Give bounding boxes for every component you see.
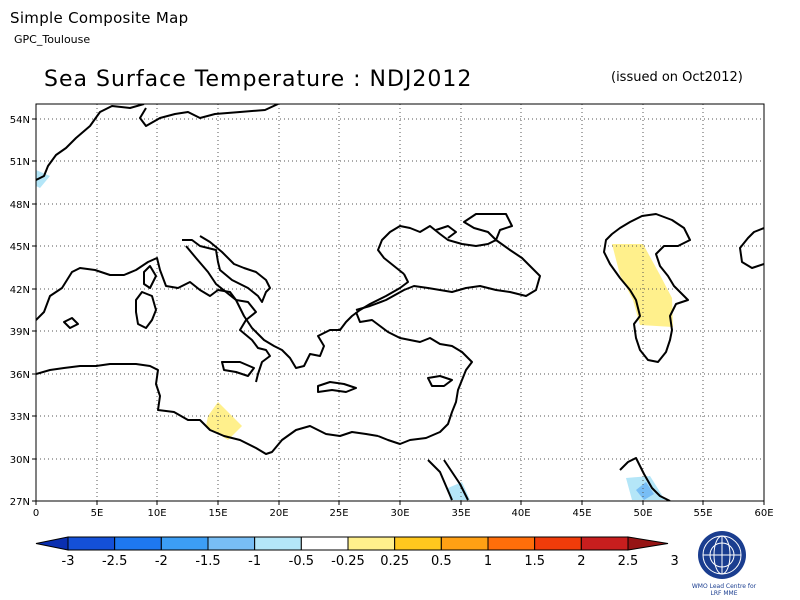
lat-tick-label: 54N — [10, 115, 30, 126]
colorbar: -3 -2.5 -2 -1.5 -1 -0.5 -0.25 0.25 0.5 1 1.5 2 2.5 3 — [35, 536, 679, 569]
colorbar-label: 0.5 — [431, 554, 452, 569]
lat-tick-label: 45N — [10, 242, 30, 253]
coast-redsea — [427, 459, 469, 501]
lat-tick-labels: 54N 51N 48N 45N 42N 39N 36N 33N 30N 27N — [10, 115, 30, 508]
colorbar-label: -3 — [62, 554, 75, 569]
lon-tick-label: 50E — [633, 508, 652, 519]
colorbar-label: -0.5 — [289, 554, 314, 569]
lon-tick-label: 0 — [33, 508, 39, 519]
axis-tick-marks — [32, 118, 765, 505]
lon-tick-label: 35E — [451, 508, 470, 519]
coast-persian-gulf — [619, 457, 671, 501]
coast-caspian — [603, 213, 691, 363]
coast-africa — [36, 363, 379, 455]
lat-tick-label: 33N — [10, 412, 30, 423]
lon-tick-label: 5E — [91, 508, 104, 519]
lat-tick-label: 48N — [10, 200, 30, 211]
colorbar-cell — [160, 536, 209, 551]
anomaly-warm-caspian — [612, 244, 673, 327]
logo-line-1: WMO Lead Centre for — [691, 583, 757, 590]
anomaly-cool-northsea — [36, 170, 50, 188]
lon-tick-label: 40E — [511, 508, 530, 519]
colorbar-cell — [254, 536, 302, 551]
colorbar-cell — [347, 536, 396, 551]
map-title: Sea Surface Temperature : NDJ2012 — [44, 67, 473, 92]
colorbar-cell — [300, 536, 349, 551]
colorbar-label: -1 — [248, 554, 261, 569]
coast-anatomia-levant — [355, 311, 473, 445]
lon-tick-label: 20E — [269, 508, 288, 519]
anomaly-cold-gulf — [636, 482, 654, 500]
lat-tick-label: 30N — [10, 455, 30, 466]
colorbar-cell — [534, 536, 582, 551]
lon-tick-label: 45E — [572, 508, 591, 519]
coastlines — [36, 104, 764, 501]
coast-iberia-france — [36, 257, 237, 321]
island-sicily — [221, 361, 255, 377]
colorbar-label: 0.25 — [380, 554, 409, 569]
island-corsica — [143, 265, 157, 289]
issued-date: (issued on Oct2012) — [611, 70, 743, 85]
coast-north-europe — [36, 104, 279, 181]
colorbar-cells — [35, 536, 669, 551]
colorbar-label: -0.25 — [331, 554, 365, 569]
lat-tick-label: 36N — [10, 370, 30, 381]
colorbar-label: 1.5 — [524, 554, 545, 569]
island-balearic — [63, 317, 79, 329]
lat-tick-label: 51N — [10, 157, 30, 168]
product-name: Simple Composite Map — [10, 9, 189, 27]
colorbar-arrow-right — [627, 536, 669, 551]
colorbar-cell — [580, 536, 629, 551]
lat-tick-label: 42N — [10, 285, 30, 296]
colorbar-cell — [394, 536, 442, 551]
lat-tick-label: 39N — [10, 327, 30, 338]
colorbar-cell — [114, 536, 162, 551]
logo-line-2: LRF MME — [710, 590, 738, 597]
anomaly-cool-redsea — [448, 482, 470, 500]
lon-tick-label: 55E — [693, 508, 712, 519]
lon-tick-label: 10E — [147, 508, 166, 519]
wmo-logo — [698, 531, 746, 579]
colorbar-label: 2.5 — [618, 554, 639, 569]
wmo-logo-caption: WMO Lead Centre for LRF MME — [688, 583, 760, 597]
colorbar-label: 2 — [577, 554, 585, 569]
colorbar-label: -2.5 — [102, 554, 127, 569]
anomaly-shading — [36, 170, 673, 500]
lon-tick-label: 25E — [329, 508, 348, 519]
colorbar-label: -2 — [155, 554, 168, 569]
coast-italy — [182, 235, 271, 383]
lon-tick-label: 60E — [754, 508, 773, 519]
lat-tick-label: 27N — [10, 497, 30, 508]
colorbar-labels: -3 -2.5 -2 -1.5 -1 -0.5 -0.25 0.25 0.5 1 1.5 2 2.5 3 — [62, 554, 679, 569]
colorbar-cell — [440, 536, 489, 551]
anomaly-warm-libya — [206, 402, 242, 440]
colorbar-cell — [207, 536, 256, 551]
lon-tick-label: 30E — [390, 508, 409, 519]
island-sardinia — [135, 291, 157, 329]
lon-tick-label: 15E — [208, 508, 227, 519]
island-cyprus — [427, 375, 453, 387]
coast-east-edge — [739, 227, 764, 269]
coast-black-sea — [355, 213, 541, 311]
colorbar-cell — [487, 536, 536, 551]
colorbar-label: -1.5 — [195, 554, 220, 569]
colorbar-label: 3 — [671, 554, 679, 569]
island-crete — [317, 381, 357, 393]
colorbar-cell — [67, 536, 116, 551]
colorbar-label: 1 — [484, 554, 492, 569]
lon-tick-labels: 0 5E 10E 15E 20E 25E 30E 35E 40E 45E 50E… — [33, 508, 774, 519]
centre-name: GPC_Toulouse — [14, 33, 91, 46]
colorbar-arrow-left — [35, 536, 69, 551]
